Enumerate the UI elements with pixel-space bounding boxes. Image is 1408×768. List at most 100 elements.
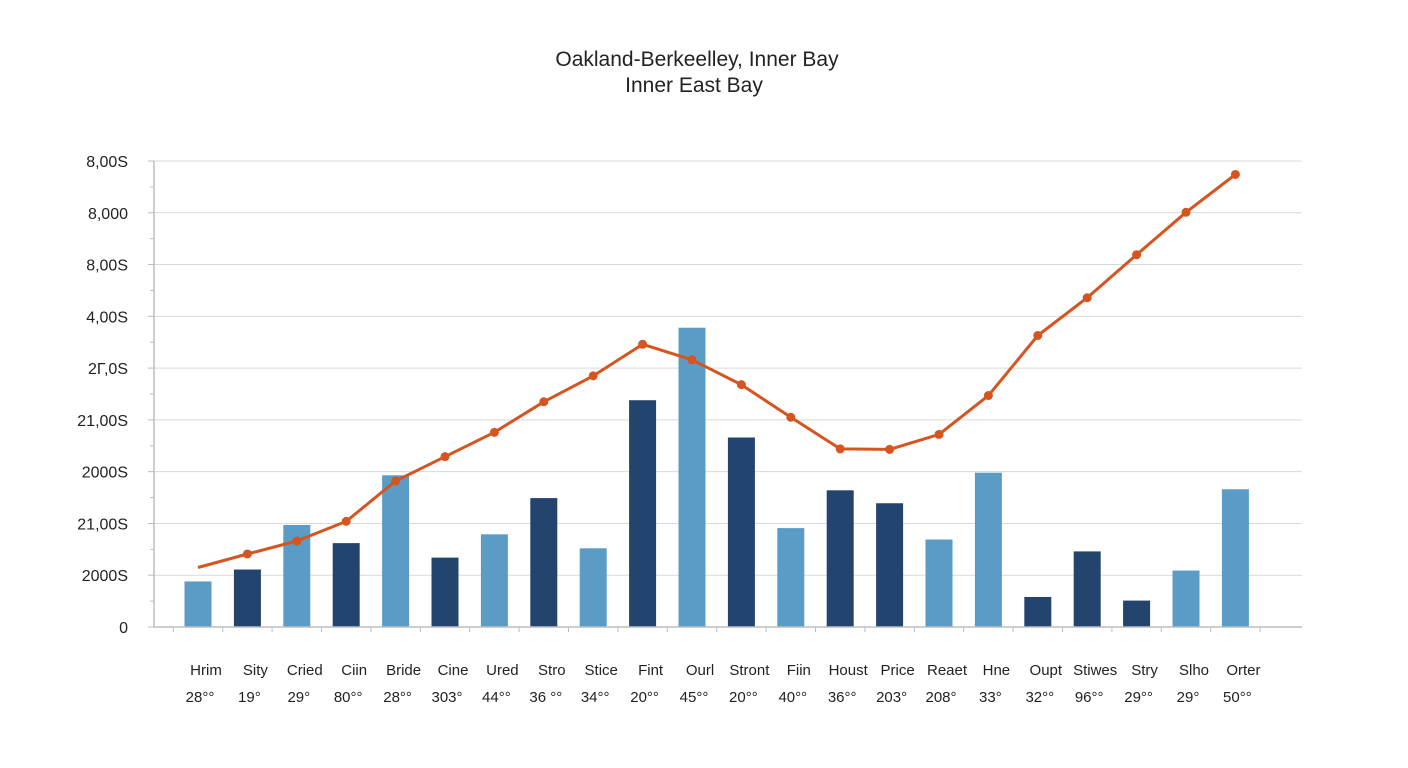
y-tick-label: 21,00S bbox=[77, 413, 128, 430]
y-tick-label: 2000S bbox=[82, 568, 128, 585]
line-path bbox=[197, 173, 1237, 569]
line-point bbox=[983, 391, 993, 401]
y-tick-label: 2000S bbox=[82, 465, 128, 482]
bar bbox=[678, 327, 706, 627]
line-point bbox=[1181, 207, 1191, 217]
x-category-label: Slho bbox=[1179, 662, 1209, 679]
x-category-sublabel: 203° bbox=[876, 689, 907, 706]
line-point bbox=[539, 397, 549, 407]
bar bbox=[925, 539, 953, 627]
x-category-sublabel: 20°° bbox=[630, 689, 659, 706]
y-tick-label: 8,00S bbox=[86, 258, 128, 275]
y-tick-label: 0 bbox=[119, 620, 128, 637]
line-point bbox=[885, 444, 895, 454]
chart-subtitle: Inner East Bay bbox=[625, 74, 763, 97]
x-category-sublabel: 96°° bbox=[1075, 689, 1104, 706]
line-point bbox=[934, 429, 944, 439]
bar bbox=[1172, 570, 1200, 627]
line-point bbox=[242, 549, 252, 559]
line-point bbox=[1082, 293, 1092, 303]
x-category-label: Reaet bbox=[927, 662, 968, 679]
y-tick-label: 2Γ,0S bbox=[88, 361, 128, 378]
line-point bbox=[687, 355, 697, 365]
axes bbox=[148, 160, 1302, 632]
x-category-sublabel: 34°° bbox=[581, 689, 610, 706]
x-category-label: Fiin bbox=[787, 662, 811, 679]
x-category-label: Bride bbox=[386, 662, 421, 679]
x-category-label: Hrim bbox=[190, 662, 222, 679]
x-category-sublabel: 208° bbox=[925, 689, 956, 706]
bar bbox=[332, 543, 360, 627]
x-category-label: Orter bbox=[1226, 662, 1260, 679]
x-category-sublabel: 28°° bbox=[186, 689, 215, 706]
x-category-label: Ourl bbox=[686, 662, 714, 679]
x-axis-category-labels: Hrim 28°° Sity 19° Cried 29° Ciin 80°° Bride 28°°… bbox=[186, 662, 1261, 706]
x-category-sublabel: 50°° bbox=[1223, 689, 1252, 706]
y-tick-label: 21,00S bbox=[77, 516, 128, 533]
x-category-label: Stront bbox=[729, 662, 770, 679]
x-category-label: Oupt bbox=[1030, 662, 1063, 679]
x-category-sublabel: 36 °° bbox=[529, 689, 562, 706]
bar bbox=[233, 569, 261, 627]
bar bbox=[629, 400, 657, 627]
y-axis-tick-labels: 0 2000S 21,00S 2000S 21,00S 2Γ,0S 4,00S 8,00S 8,… bbox=[77, 154, 128, 637]
x-category-label: Stiwes bbox=[1073, 662, 1117, 679]
x-category-sublabel: 28°° bbox=[383, 689, 412, 706]
bar bbox=[1073, 551, 1101, 627]
bar bbox=[480, 534, 508, 627]
trend-line bbox=[197, 169, 1240, 569]
y-tick-label: 4,00S bbox=[86, 309, 128, 326]
x-category-sublabel: 29° bbox=[287, 689, 310, 706]
x-category-label: Cried bbox=[287, 662, 323, 679]
bar bbox=[579, 548, 607, 627]
bar bbox=[826, 490, 854, 627]
bar bbox=[1024, 596, 1052, 627]
x-category-sublabel: 36°° bbox=[828, 689, 857, 706]
line-point bbox=[440, 452, 450, 462]
line-point bbox=[292, 536, 302, 546]
bar bbox=[1221, 489, 1249, 627]
line-point bbox=[1132, 250, 1142, 260]
x-category-label: Stry bbox=[1131, 662, 1158, 679]
bar bbox=[431, 557, 459, 627]
line-point bbox=[489, 427, 499, 437]
bar bbox=[974, 472, 1002, 627]
line-point bbox=[1230, 169, 1240, 179]
chart-title: Oakland-Berkeelley, Inner Bay bbox=[555, 48, 839, 71]
x-category-sublabel: 19° bbox=[238, 689, 261, 706]
x-category-label: Ciin bbox=[341, 662, 367, 679]
x-category-label: Cine bbox=[438, 662, 469, 679]
x-category-sublabel: 29° bbox=[1177, 689, 1200, 706]
bar bbox=[184, 581, 212, 627]
line-point bbox=[341, 516, 351, 526]
x-category-sublabel: 44°° bbox=[482, 689, 511, 706]
bar bbox=[876, 503, 904, 627]
bar bbox=[1123, 600, 1151, 627]
bar bbox=[777, 528, 805, 627]
x-category-label: Price bbox=[881, 662, 915, 679]
x-category-sublabel: 32°° bbox=[1025, 689, 1054, 706]
x-category-sublabel: 29°° bbox=[1124, 689, 1153, 706]
x-category-label: Fint bbox=[638, 662, 664, 679]
x-category-label: Houst bbox=[829, 662, 869, 679]
x-category-sublabel: 20°° bbox=[729, 689, 758, 706]
line-point bbox=[786, 412, 796, 422]
x-category-label: Ured bbox=[486, 662, 519, 679]
x-category-sublabel: 303° bbox=[431, 689, 462, 706]
x-category-sublabel: 45°° bbox=[680, 689, 709, 706]
x-category-sublabel: 33° bbox=[979, 689, 1002, 706]
bars bbox=[184, 327, 1249, 627]
line-point bbox=[835, 444, 845, 454]
line-point bbox=[638, 339, 648, 349]
y-tick-label: 8,000 bbox=[88, 206, 128, 223]
x-category-label: Stice bbox=[585, 662, 618, 679]
x-category-sublabel: 40°° bbox=[778, 689, 807, 706]
bar bbox=[382, 475, 410, 627]
line-point bbox=[391, 476, 401, 486]
x-category-label: Sity bbox=[243, 662, 269, 679]
bar bbox=[530, 498, 558, 627]
line-point bbox=[588, 371, 598, 381]
x-category-sublabel: 80°° bbox=[334, 689, 363, 706]
y-tick-label: 8,00S bbox=[86, 154, 128, 171]
